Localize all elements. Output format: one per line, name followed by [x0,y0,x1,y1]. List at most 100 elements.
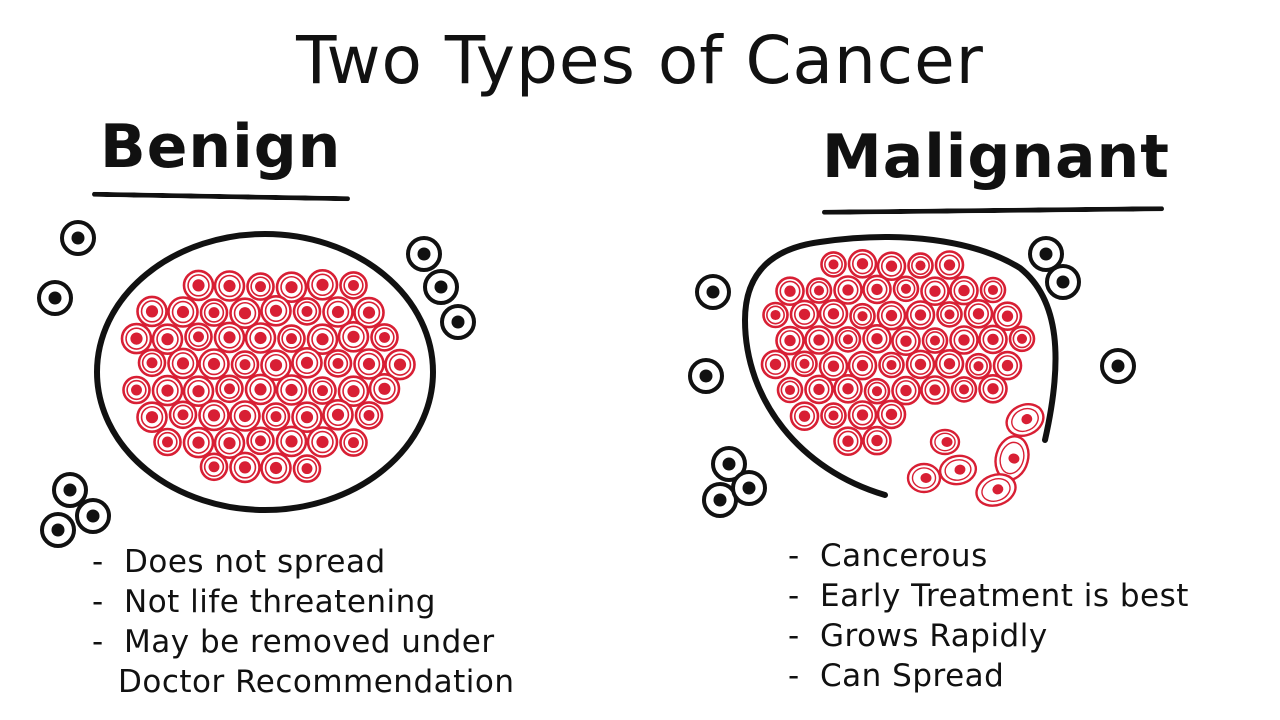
malignant-fact-text: Cancerous [820,538,988,574]
cancer-cell [260,294,292,327]
normal-cell [1045,264,1081,300]
cancer-cell [907,252,934,279]
cancer-cell [260,452,292,484]
cancer-cell [151,323,184,356]
cancer-cell [354,401,384,430]
normal-cell [60,220,96,256]
benign-cancer-cells [120,268,416,484]
cancer-cell [820,402,847,429]
cancer-cell [920,276,950,307]
cancer-cell [833,373,863,404]
malignant-fact: - Early Treatment is best [788,576,1189,616]
cancer-cell [182,269,215,302]
cancer-cell [979,276,1007,304]
bullet-dash: - [92,584,104,620]
cancer-cell [215,374,244,404]
cancer-cell [804,325,834,355]
normal-cell [52,472,88,508]
cancer-cell [229,297,261,330]
cancer-cell [876,300,907,331]
cancer-cell [261,402,291,431]
benign-tumor [37,220,476,548]
cancer-cell [368,372,401,405]
cancer-cell [322,296,354,328]
cancer-cell [789,299,820,330]
malignant-tumor [688,234,1136,518]
cancer-cell [775,325,805,356]
bullet-dash: - [92,624,104,660]
normal-cell [711,446,747,482]
normal-cell [440,304,476,340]
normal-cell [688,358,724,394]
cancer-cell [849,302,876,330]
spreading-cancer-cell [906,462,942,494]
malignant-fact-text: Grows Rapidly [820,618,1048,654]
cancer-cell [936,301,963,328]
cancer-cell [275,374,308,406]
cancer-cell [198,399,230,432]
spreading-cancer-cell [975,473,1017,507]
cancer-cell [862,425,892,456]
normal-cell [75,498,111,534]
page-title: Two Types of Cancer [296,22,984,99]
spreading-cancer-cell [994,435,1030,481]
cancer-cell [992,301,1023,332]
cancer-cell [306,426,339,458]
cancer-cell [891,326,921,357]
cancer-cell [213,427,246,460]
malignant-fact: - Can Spread [788,656,1189,696]
malignant-fact: - Grows Rapidly [788,616,1189,656]
normal-cell [1100,348,1136,384]
cancer-cell [120,322,153,355]
benign-fact-text: Not life threatening [124,584,436,620]
cancer-cell [978,373,1008,404]
cancer-cell [292,454,322,483]
cancer-cell [153,427,182,457]
cancer-cell [275,425,308,458]
cancer-cell [934,250,965,280]
cancer-cell [353,348,385,380]
cancer-cell [791,350,818,378]
cancer-cell [199,452,229,482]
cancer-cell [384,348,416,381]
cancer-cell [847,350,878,381]
malignant-fact: - Cancerous [788,536,1189,576]
cancer-cell [244,373,277,406]
cancer-cell [804,374,834,405]
malignant-fact-text: Early Treatment is best [820,578,1189,614]
cancer-cell [963,298,994,329]
cancer-cell [182,426,215,459]
malignant-broken-capsule-outline [741,234,1059,498]
benign-normal-cells [37,220,476,548]
cancer-cell [876,399,907,430]
cancer-cell [291,346,323,379]
cancer-cell [184,322,213,352]
cancer-cell [151,374,184,407]
cancer-cell [892,275,920,303]
cancer-cell [950,376,978,403]
benign-fact: - Not life threatening [92,582,515,622]
cancer-cell [182,375,215,408]
cancer-cell [291,401,323,434]
cancer-cell [122,375,151,405]
cancer-cell [776,376,804,404]
cancer-cell [337,320,370,353]
benign-fact-text: May be removed under [124,624,495,660]
cancer-cell [167,296,199,328]
benign-capsule-outline [94,231,436,513]
cancer-cell [306,323,339,356]
benign-fact-text: Doctor Recommendation [118,664,515,700]
normal-cell [423,269,459,305]
cancer-cell [229,451,261,484]
cancer-cell [992,350,1023,381]
cancer-cell [136,295,168,328]
spreading-cancer-cell [938,454,978,486]
cancer-cell [322,398,354,431]
cancer-cell [246,426,275,456]
cancer-cell [820,251,847,278]
cancer-cell [834,326,862,353]
benign-fact-text: Does not spread [124,544,386,580]
normal-cell [37,280,73,316]
cancer-cell [978,324,1008,355]
cancer-cell [934,348,965,379]
